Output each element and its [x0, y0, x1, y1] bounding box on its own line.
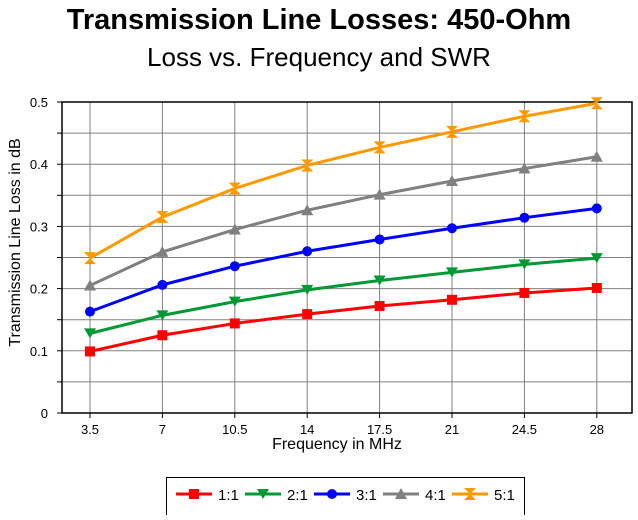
legend-box — [166, 477, 525, 515]
marker-hourglass — [590, 97, 603, 110]
marker-square — [519, 287, 530, 298]
legend-item: 3:1 — [314, 487, 377, 504]
y-tick-label: 0.2 — [30, 282, 48, 297]
marker-circle — [447, 223, 457, 234]
legend-item: 2:1 — [245, 487, 308, 504]
marker-hourglass — [156, 211, 169, 224]
marker-square — [229, 318, 240, 329]
marker-triangle-up — [228, 223, 241, 235]
x-tick-label: 28 — [590, 422, 604, 437]
marker-square — [374, 301, 385, 312]
legend-label: 4:1 — [425, 487, 446, 504]
marker-square — [447, 294, 457, 305]
y-tick-label: 0 — [41, 406, 48, 421]
marker-hourglass — [464, 488, 476, 500]
legend-label: 2:1 — [287, 487, 308, 504]
legend-item: 4:1 — [383, 487, 446, 504]
series-2-1 — [84, 253, 603, 339]
legend-label: 3:1 — [356, 487, 377, 504]
marker-circle — [591, 203, 602, 214]
marker-square — [591, 282, 602, 293]
marker-hourglass — [518, 110, 531, 123]
marker-triangle-up — [446, 174, 458, 186]
series-line — [89, 286, 597, 353]
marker-triangle-down — [84, 328, 96, 339]
x-axis-label: Frequency in MHz — [272, 436, 402, 453]
plot-area-border — [61, 101, 633, 414]
marker-triangle-up — [395, 488, 407, 499]
marker-circle — [302, 246, 313, 257]
chart-title: Transmission Line Losses: 450-Ohm — [66, 4, 572, 36]
marker-square — [302, 309, 313, 320]
marker-hourglass — [446, 125, 458, 138]
marker-triangle-down — [446, 267, 458, 278]
series-line — [89, 101, 598, 260]
marker-triangle-up — [301, 204, 314, 216]
x-tick-label: 10.5 — [222, 422, 247, 437]
marker-circle — [85, 306, 95, 317]
y-tick-label: 0.5 — [30, 95, 48, 110]
x-tick-label: 7 — [159, 422, 166, 437]
legend-item: 5:1 — [452, 487, 515, 504]
marker-triangle-down — [518, 259, 531, 270]
x-tick-label: 24.5 — [512, 422, 537, 437]
marker-circle — [374, 234, 385, 245]
marker-triangle-up — [518, 162, 531, 174]
marker-hourglass — [84, 252, 96, 265]
y-tick-label: 0.4 — [30, 157, 48, 172]
marker-triangle-down — [373, 275, 386, 286]
series-line — [89, 256, 597, 335]
marker-triangle-up — [84, 279, 96, 291]
marker-triangle-up — [373, 188, 386, 200]
marker-circle — [229, 261, 240, 272]
marker-triangle-down — [228, 296, 241, 307]
legend-label: 1:1 — [218, 487, 239, 504]
series-1-1 — [85, 282, 602, 357]
series-3-1 — [85, 203, 602, 317]
series-5-1 — [84, 97, 603, 265]
y-tick-label: 0.1 — [30, 344, 48, 359]
marker-circle — [157, 279, 168, 290]
marker-hourglass — [228, 182, 241, 195]
legend-label: 5:1 — [494, 487, 515, 504]
y-axis-label: Transmission Line Loss in dB — [7, 138, 24, 346]
marker-square — [157, 330, 168, 341]
x-tick-label: 21 — [445, 422, 459, 437]
marker-hourglass — [373, 141, 386, 154]
series-line — [89, 155, 598, 287]
marker-circle — [327, 489, 337, 499]
marker-triangle-down — [156, 310, 169, 321]
y-tick-label: 0.3 — [30, 219, 48, 234]
marker-hourglass — [301, 159, 314, 172]
series-4-1 — [84, 150, 603, 291]
marker-circle — [519, 212, 530, 223]
chart-subtitle: Loss vs. Frequency and SWR — [147, 42, 491, 72]
legend-item: 1:1 — [176, 487, 239, 504]
series-line — [89, 206, 597, 314]
marker-triangle-down — [590, 253, 603, 264]
marker-square — [189, 489, 199, 499]
x-tick-label: 14 — [300, 422, 314, 437]
marker-triangle-up — [156, 245, 169, 257]
x-tick-label: 17.5 — [367, 422, 392, 437]
marker-square — [85, 346, 95, 357]
x-tick-label: 3.5 — [81, 422, 99, 437]
marker-triangle-down — [301, 284, 314, 295]
marker-triangle-up — [590, 150, 603, 162]
marker-triangle-down — [257, 489, 269, 499]
